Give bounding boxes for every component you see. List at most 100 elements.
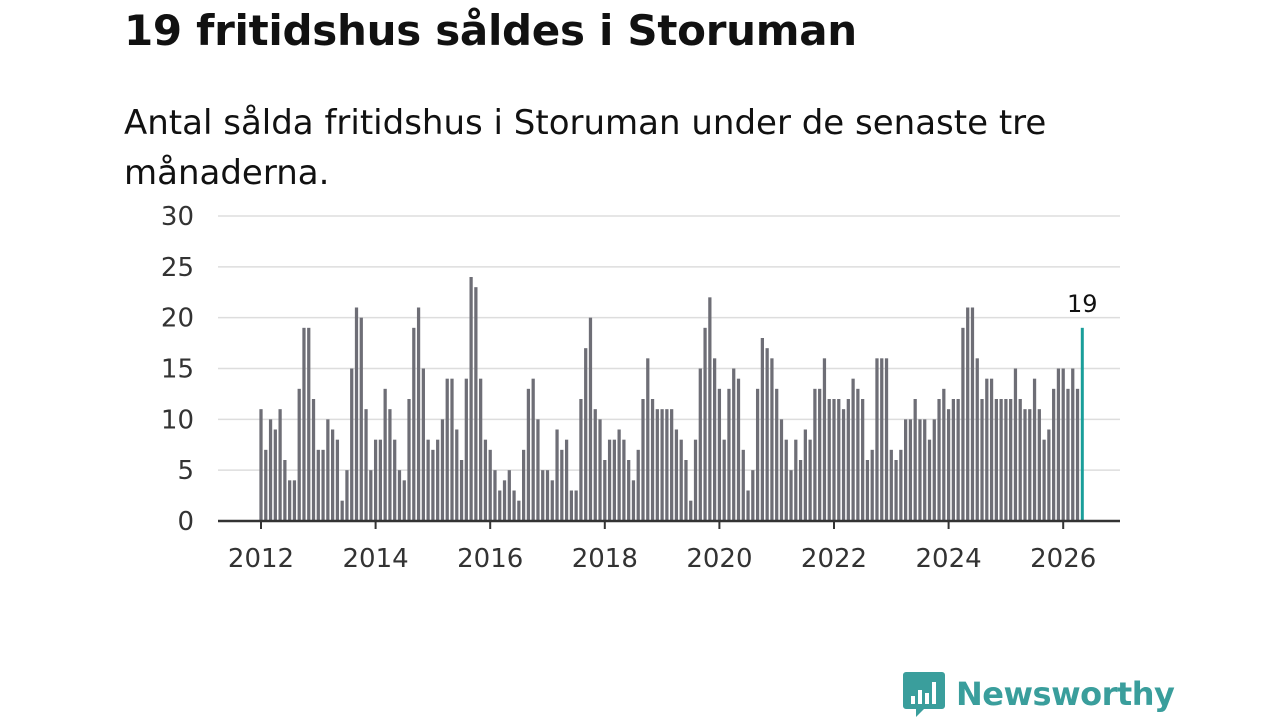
bar [627, 460, 631, 521]
bar [288, 480, 292, 521]
bar [474, 287, 478, 521]
bar [412, 327, 416, 521]
bar [841, 409, 846, 521]
bar [684, 460, 688, 521]
bar [631, 480, 636, 521]
bar [622, 439, 626, 521]
bar [693, 439, 698, 521]
bar [789, 470, 793, 521]
x-tick-label: 2014 [343, 544, 409, 574]
bar [818, 388, 822, 521]
bar [502, 480, 507, 521]
bar [937, 399, 941, 521]
bar [904, 419, 908, 521]
bar [455, 429, 459, 521]
bar [311, 399, 316, 521]
bar [808, 439, 812, 521]
y-tick-label: 25 [161, 253, 194, 283]
bar [746, 490, 750, 521]
bar [584, 348, 588, 521]
bar [426, 439, 430, 521]
bar [861, 399, 865, 521]
y-tick-label: 15 [161, 355, 194, 385]
bar [464, 378, 468, 521]
x-tick-label: 2012 [228, 544, 294, 574]
bar [650, 399, 655, 521]
bar [946, 409, 951, 521]
bar [908, 419, 913, 521]
bar [770, 358, 774, 521]
bar [942, 388, 946, 521]
bar [970, 307, 975, 521]
bar [1023, 409, 1027, 521]
bar [889, 449, 893, 521]
bar [588, 317, 593, 521]
bar [956, 399, 960, 521]
bar [383, 388, 387, 521]
bar [717, 388, 722, 521]
bar [713, 358, 717, 521]
bar [479, 378, 483, 521]
bar [894, 460, 898, 521]
newsworthy-logo: Newsworthy [902, 670, 1175, 718]
bar [913, 399, 917, 521]
bar [579, 399, 583, 521]
brand-name: Newsworthy [956, 675, 1175, 713]
bar [741, 449, 745, 521]
bar [407, 399, 411, 521]
bar [617, 429, 621, 521]
bar [507, 470, 511, 521]
bar [760, 338, 764, 521]
bar [827, 399, 831, 521]
bar [1042, 439, 1046, 521]
bar [899, 449, 903, 521]
bar [388, 409, 392, 521]
bar [545, 470, 550, 521]
bar [1066, 388, 1070, 521]
bar [316, 449, 320, 521]
bar [373, 439, 378, 521]
bar [550, 480, 554, 521]
bar [345, 470, 349, 521]
bar [927, 439, 932, 521]
bar [1009, 399, 1013, 521]
bar [1013, 368, 1018, 521]
bar [445, 378, 449, 521]
bar [522, 449, 526, 521]
bar [331, 429, 335, 521]
bar [359, 317, 363, 521]
x-tick-label: 2016 [457, 544, 523, 574]
bar [722, 439, 726, 521]
x-tick-label: 2026 [1030, 544, 1096, 574]
bar [598, 419, 602, 521]
bar [655, 409, 659, 521]
bar [603, 460, 607, 521]
bar [708, 297, 712, 521]
chart-subtitle: Antal sålda fritidshus i Storuman under … [124, 103, 1047, 193]
bar [1071, 368, 1075, 521]
bar [526, 388, 531, 521]
newsworthy-logo-icon [903, 672, 945, 717]
bar [989, 378, 994, 521]
bar [975, 358, 979, 521]
bar [440, 419, 445, 521]
bar [665, 409, 669, 521]
bar [593, 409, 597, 521]
bar [779, 419, 784, 521]
bar [378, 439, 382, 521]
bar [307, 327, 311, 521]
bar [350, 368, 354, 521]
bar [292, 480, 297, 521]
x-tick-label: 2024 [916, 544, 982, 574]
bar [264, 449, 268, 521]
y-tick-label: 0 [177, 507, 194, 537]
x-tick-label: 2020 [686, 544, 752, 574]
chart-title: 19 fritidshus såldes i Storuman [124, 6, 857, 55]
bar [660, 409, 664, 521]
bar [765, 348, 769, 521]
bar [851, 378, 855, 521]
bar [483, 439, 488, 521]
bar [326, 419, 330, 521]
bar [459, 460, 464, 521]
bar [966, 307, 970, 521]
